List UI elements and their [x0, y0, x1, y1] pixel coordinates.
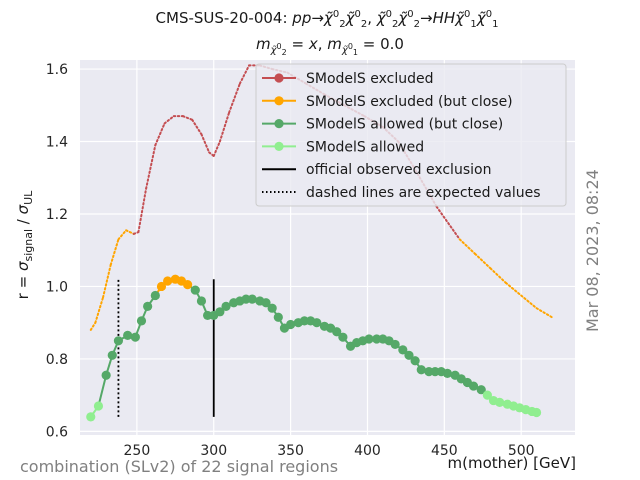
expected-segment [238, 64, 251, 85]
expected-segment [228, 82, 241, 114]
official-exclusion-lines [117, 279, 215, 417]
legend-marker [274, 119, 284, 129]
legend-marker [274, 141, 284, 151]
observed-point [190, 285, 200, 295]
x-tick-label: 500 [508, 443, 535, 459]
expected-segment [504, 281, 523, 297]
chart-title-line2: mχ̃02 = x, mχ̃01 = 0.0 [256, 35, 404, 57]
expected-segment [520, 294, 538, 310]
x-tick-labels: 250 300 350 400 450 500 [124, 443, 535, 459]
expected-segment [218, 111, 231, 143]
y-tick-labels: 0.6 0.8 1.0 1.2 1.4 1.6 [46, 62, 68, 440]
observed-point [261, 298, 271, 308]
expected-segment [535, 307, 553, 319]
observed-point [150, 290, 160, 301]
observed-point [390, 339, 400, 350]
expected-segment [109, 238, 120, 266]
observed-point [410, 356, 420, 366]
observed-point [482, 390, 492, 400]
legend-label: official observed exclusion [306, 162, 491, 178]
observed-point [101, 370, 111, 380]
x-tick-label: 350 [277, 443, 304, 459]
expected-segment [181, 115, 194, 121]
expected-segment [102, 263, 112, 299]
observed-point [143, 301, 153, 311]
observed-point [196, 296, 207, 306]
expected-segment [137, 187, 148, 234]
legend-box [255, 63, 567, 207]
expected-segment [200, 133, 211, 154]
expected-segment [163, 115, 175, 125]
expected-segment [474, 252, 492, 270]
observed-point [267, 303, 277, 313]
observed-point [163, 276, 173, 286]
observed-point [183, 280, 193, 290]
expected-segment [145, 144, 157, 190]
x-tick-label: 400 [354, 443, 381, 459]
observed-point [156, 281, 167, 292]
observed-point [476, 385, 486, 395]
observed-point [398, 345, 408, 355]
observed-point [247, 294, 257, 304]
expected-segment [191, 118, 203, 136]
expected-segment [154, 122, 166, 147]
y-tick-label: 0.8 [46, 352, 68, 368]
footer-caption: combination (SLv2) of 22 signal regions [20, 457, 338, 476]
observed-point [113, 336, 124, 346]
observed-point [416, 365, 426, 375]
expected-segment [435, 205, 461, 241]
timestamp: Mar 08, 2023, 08:24 [583, 169, 602, 332]
expected-segment [458, 238, 477, 255]
observed-point [531, 407, 542, 418]
observed-segment [97, 374, 108, 407]
expected-segment [94, 296, 105, 324]
observed-point [221, 301, 231, 311]
legend-label: SModelS allowed [306, 139, 424, 155]
observed-point [273, 312, 283, 322]
observed-point [468, 381, 479, 391]
chart-title-line1: CMS-SUS-20-004: pp→χ̃02χ̃02, χ̃02χ̃02→HH… [156, 9, 499, 30]
legend-label: dashed lines are expected values [306, 185, 541, 201]
x-axis-label: m(mother) [GeV] [448, 454, 576, 472]
y-tick-label: 1.2 [46, 207, 68, 223]
observed-point [338, 332, 348, 342]
x-tick-label: 250 [124, 443, 151, 459]
observed-point [332, 327, 342, 337]
observed-point [404, 350, 414, 360]
observed-point [286, 319, 296, 330]
observed-point [215, 307, 225, 317]
observed-point [136, 316, 147, 326]
legend-marker [274, 73, 284, 83]
legend-marker [274, 96, 284, 106]
y-tick-label: 0.6 [46, 424, 68, 440]
observed-point [495, 397, 505, 407]
expected-segment [212, 140, 221, 158]
legend-label: SModelS excluded [306, 71, 434, 87]
observed-point [93, 401, 104, 411]
expected-segment [125, 229, 135, 235]
observed-point [312, 318, 322, 328]
x-tick-label: 450 [431, 443, 458, 459]
observed-point [86, 412, 96, 422]
observed-point [107, 350, 117, 360]
expected-segment [489, 267, 507, 284]
observed-point [442, 368, 453, 379]
x-tick-label: 300 [200, 443, 227, 459]
observed-points [86, 274, 542, 422]
expected-segment [117, 229, 128, 241]
y-axis-label: r = σsignal / σUL [14, 190, 35, 300]
legend-label: SModelS excluded (but close) [306, 94, 513, 110]
y-tick-label: 1.4 [46, 135, 68, 151]
legend: SModelS excluded SModelS excluded (but cl… [255, 63, 567, 207]
y-tick-label: 1.0 [46, 279, 68, 295]
observed-point [123, 330, 133, 340]
observed-point [364, 334, 374, 344]
observed-point [130, 332, 140, 342]
expected-segment [89, 321, 97, 331]
y-tick-label: 1.6 [46, 62, 68, 78]
legend-label: SModelS allowed (but close) [306, 117, 503, 133]
